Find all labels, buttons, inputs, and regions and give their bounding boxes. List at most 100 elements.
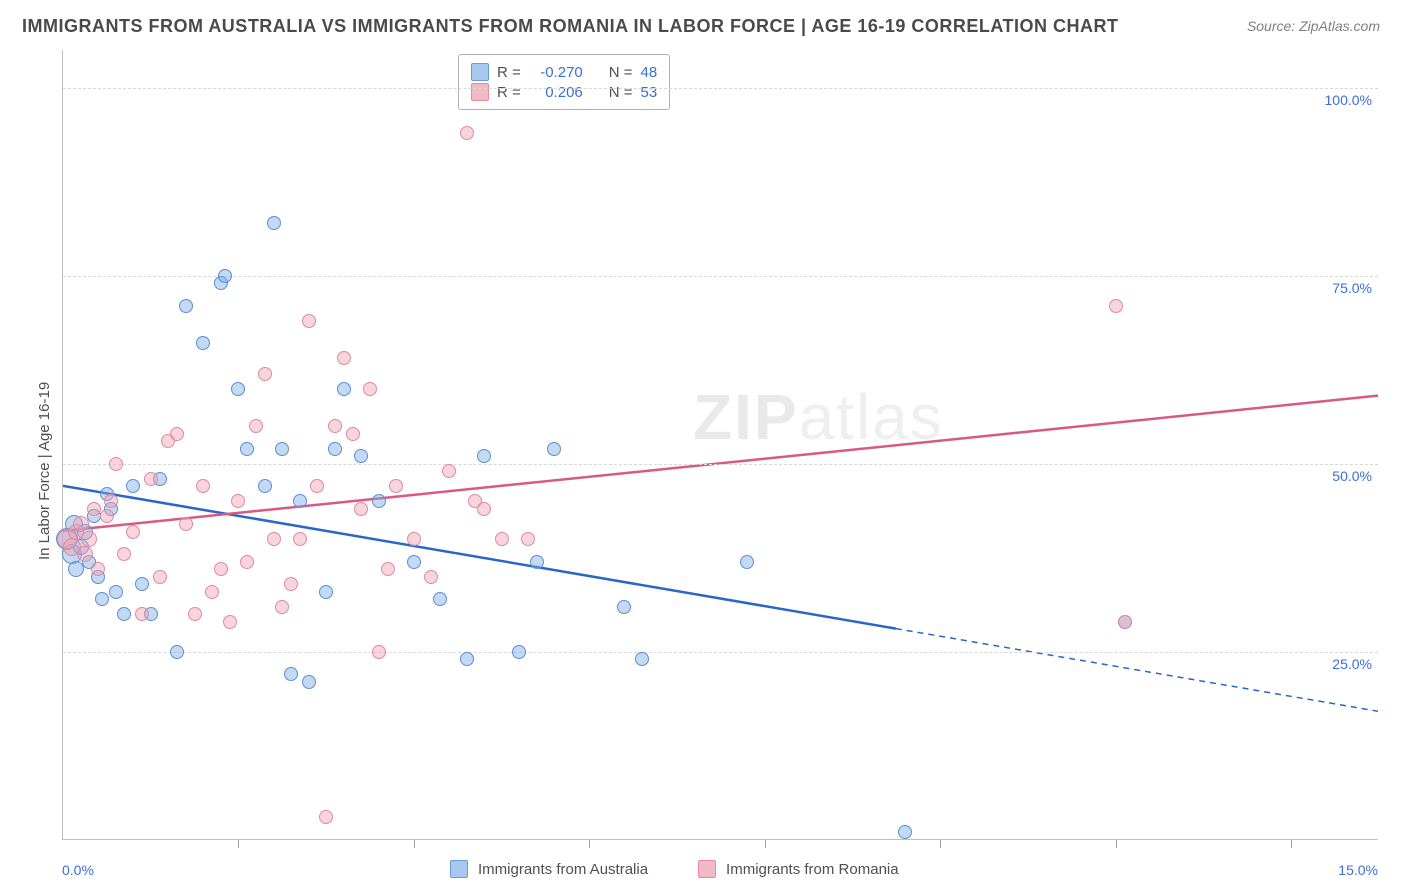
- scatter-point: [354, 502, 368, 516]
- plot-area: ZIPatlas R = -0.270 N = 48 R = 0.206 N =…: [62, 50, 1378, 840]
- scatter-point: [126, 479, 140, 493]
- source-attribution: Source: ZipAtlas.com: [1247, 18, 1380, 34]
- n-value: 53: [641, 84, 658, 101]
- r-label: R =: [497, 84, 521, 101]
- scatter-point: [231, 382, 245, 396]
- scatter-point: [1118, 615, 1132, 629]
- scatter-point: [293, 494, 307, 508]
- scatter-point: [530, 555, 544, 569]
- scatter-point: [898, 825, 912, 839]
- scatter-point: [144, 472, 158, 486]
- scatter-point: [363, 382, 377, 396]
- scatter-point: [389, 479, 403, 493]
- scatter-point: [302, 314, 316, 328]
- scatter-point: [117, 607, 131, 621]
- scatter-point: [635, 652, 649, 666]
- scatter-point: [231, 494, 245, 508]
- scatter-point: [477, 502, 491, 516]
- scatter-point: [81, 531, 97, 547]
- y-axis-title: In Labor Force | Age 16-19: [36, 382, 53, 560]
- scatter-point: [240, 555, 254, 569]
- x-tick-mark: [940, 840, 941, 848]
- scatter-point: [310, 479, 324, 493]
- scatter-point: [214, 562, 228, 576]
- scatter-point: [135, 607, 149, 621]
- scatter-point: [77, 546, 93, 562]
- scatter-point: [547, 442, 561, 456]
- y-tick-label: 50.0%: [1332, 468, 1372, 484]
- scatter-point: [73, 516, 89, 532]
- scatter-point: [337, 382, 351, 396]
- scatter-point: [258, 367, 272, 381]
- chart-container: IMMIGRANTS FROM AUSTRALIA VS IMMIGRANTS …: [0, 0, 1406, 892]
- r-value: 0.206: [529, 84, 583, 101]
- scatter-point: [460, 652, 474, 666]
- scatter-point: [170, 427, 184, 441]
- scatter-point: [188, 607, 202, 621]
- scatter-point: [319, 585, 333, 599]
- scatter-point: [218, 269, 232, 283]
- scatter-point: [319, 810, 333, 824]
- y-tick-label: 25.0%: [1332, 656, 1372, 672]
- scatter-point: [267, 532, 281, 546]
- correlation-legend-row: R = -0.270 N = 48: [471, 63, 657, 81]
- legend-swatch-australia: [471, 63, 489, 81]
- x-axis-min-label: 0.0%: [62, 862, 94, 878]
- scatter-point: [109, 585, 123, 599]
- scatter-point: [135, 577, 149, 591]
- scatter-point: [337, 351, 351, 365]
- scatter-point: [205, 585, 219, 599]
- scatter-point: [126, 525, 140, 539]
- x-tick-mark: [1291, 840, 1292, 848]
- x-tick-mark: [1116, 840, 1117, 848]
- scatter-point: [1109, 299, 1123, 313]
- scatter-point: [372, 645, 386, 659]
- n-value: 48: [641, 64, 658, 81]
- gridline-horizontal: [63, 464, 1378, 465]
- scatter-point: [196, 336, 210, 350]
- legend-swatch-romania: [471, 83, 489, 101]
- scatter-point: [442, 464, 456, 478]
- scatter-point: [196, 479, 210, 493]
- scatter-point: [328, 419, 342, 433]
- gridline-horizontal: [63, 88, 1378, 89]
- scatter-point: [381, 562, 395, 576]
- y-tick-label: 75.0%: [1332, 280, 1372, 296]
- scatter-point: [153, 570, 167, 584]
- scatter-point: [407, 532, 421, 546]
- scatter-point: [100, 509, 114, 523]
- scatter-point: [179, 299, 193, 313]
- gridline-horizontal: [63, 276, 1378, 277]
- scatter-point: [433, 592, 447, 606]
- scatter-point: [275, 442, 289, 456]
- scatter-point: [346, 427, 360, 441]
- scatter-point: [87, 502, 101, 516]
- legend-swatch-romania: [698, 860, 716, 878]
- scatter-point: [109, 457, 123, 471]
- scatter-point: [407, 555, 421, 569]
- scatter-point: [740, 555, 754, 569]
- scatter-point: [275, 600, 289, 614]
- trend-lines-layer: [63, 50, 1378, 839]
- scatter-point: [240, 442, 254, 456]
- scatter-point: [372, 494, 386, 508]
- n-label: N =: [609, 64, 633, 81]
- x-axis-max-label: 15.0%: [1338, 862, 1378, 878]
- scatter-point: [512, 645, 526, 659]
- n-label: N =: [609, 84, 633, 101]
- legend-label: Immigrants from Romania: [726, 861, 899, 878]
- legend-label: Immigrants from Australia: [478, 861, 648, 878]
- scatter-point: [258, 479, 272, 493]
- legend-swatch-australia: [450, 860, 468, 878]
- watermark-light: atlas: [799, 381, 944, 453]
- correlation-legend: R = -0.270 N = 48 R = 0.206 N = 53: [458, 54, 670, 110]
- scatter-point: [617, 600, 631, 614]
- series-legend: Immigrants from Australia Immigrants fro…: [450, 860, 899, 878]
- scatter-point: [293, 532, 307, 546]
- r-label: R =: [497, 64, 521, 81]
- watermark-bold: ZIP: [693, 381, 799, 453]
- scatter-point: [354, 449, 368, 463]
- x-tick-mark: [238, 840, 239, 848]
- scatter-point: [267, 216, 281, 230]
- scatter-point: [284, 577, 298, 591]
